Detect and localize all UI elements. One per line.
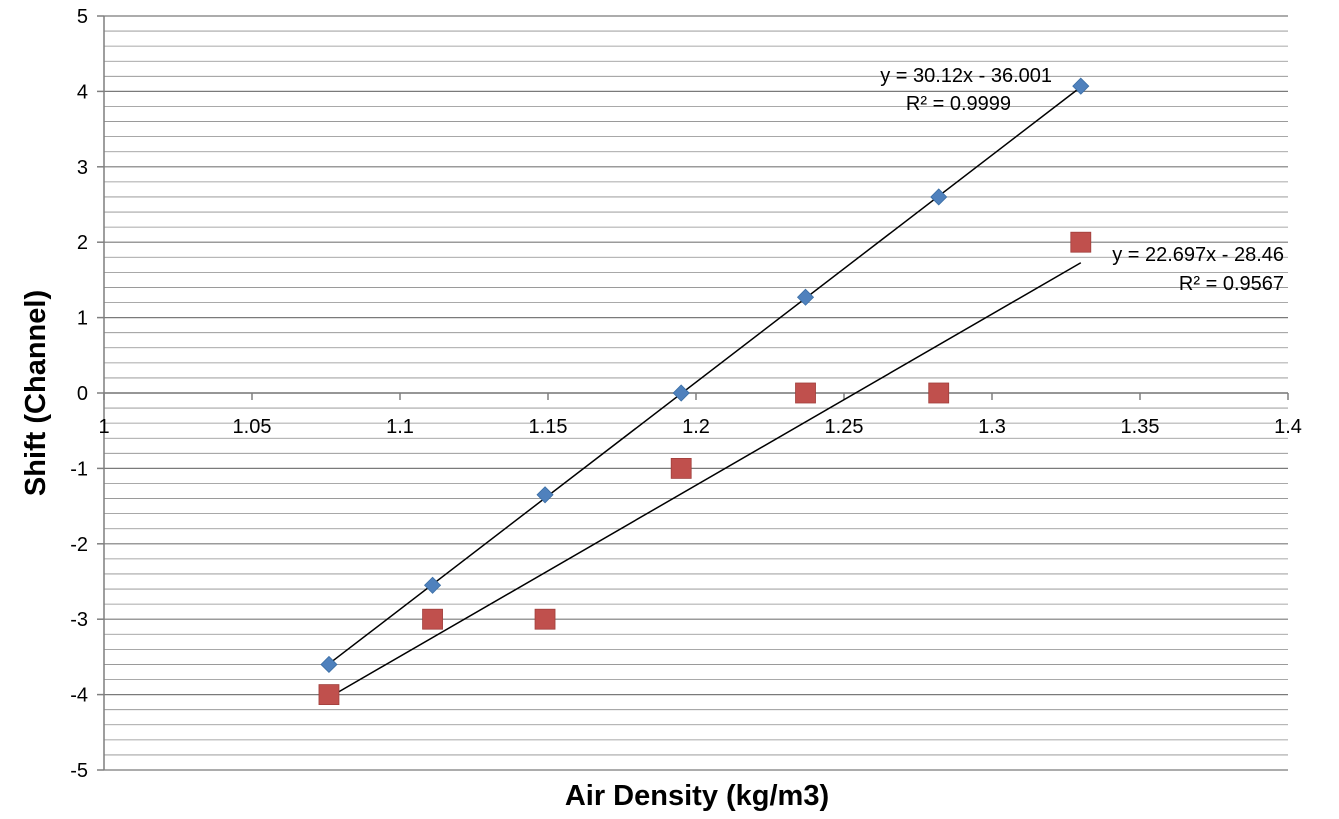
data-point-square xyxy=(795,382,816,404)
x-tick-label: 1.4 xyxy=(1274,416,1302,438)
trendline-series-1 xyxy=(328,86,1082,665)
y-tick-label: -5 xyxy=(70,760,88,782)
x-tick-label: 1.05 xyxy=(233,416,272,438)
trendline-series-2 xyxy=(328,262,1082,699)
trendlines xyxy=(328,86,1082,699)
x-tick-label: 1.15 xyxy=(529,416,568,438)
y-axis-title: Shift (Channel) xyxy=(20,290,52,496)
data-points xyxy=(318,77,1092,705)
data-point-diamond xyxy=(423,576,442,594)
data-point-diamond xyxy=(536,486,554,504)
y-tick-label: -4 xyxy=(70,685,88,707)
x-tick-label: 1.35 xyxy=(1121,416,1160,438)
trendline-r-squared-series-1: R² = 0.9999 xyxy=(906,93,1011,115)
data-point-square xyxy=(422,608,443,630)
y-tick-label: -2 xyxy=(70,534,88,556)
data-point-square xyxy=(670,457,692,479)
data-point-square xyxy=(534,608,556,630)
gridlines xyxy=(104,15,1288,771)
data-point-diamond xyxy=(930,188,948,206)
data-point-diamond xyxy=(796,288,815,306)
y-tick-label: 1 xyxy=(77,308,88,330)
data-point-square xyxy=(928,382,950,404)
data-point-diamond xyxy=(1072,77,1090,95)
y-tick-label: -3 xyxy=(70,609,88,631)
trendline-r-squared-series-2: R² = 0.9567 xyxy=(1179,273,1284,295)
x-tick-label: 1 xyxy=(98,416,109,438)
data-point-square xyxy=(1070,231,1092,253)
trendline-equation-series-1: y = 30.12x - 36.001 xyxy=(880,65,1052,87)
axes xyxy=(97,15,1289,771)
data-point-diamond xyxy=(320,655,338,674)
x-axis-title: Air Density (kg/m3) xyxy=(565,780,829,812)
y-tick-label: 3 xyxy=(77,157,88,179)
y-tick-label: 0 xyxy=(77,383,88,405)
data-point-square xyxy=(318,684,340,705)
trendline-equation-series-2: y = 22.697x - 28.46 xyxy=(1112,244,1284,266)
x-tick-label: 1.2 xyxy=(682,416,710,438)
x-tick-label: 1.25 xyxy=(825,416,864,438)
y-tick-label: 5 xyxy=(77,6,88,28)
y-tick-label: 2 xyxy=(77,232,88,254)
x-tick-label: 1.3 xyxy=(978,416,1006,438)
y-tick-label: -1 xyxy=(70,458,88,480)
y-tick-label: 4 xyxy=(77,81,88,103)
data-point-diamond xyxy=(672,384,690,402)
x-tick-label: 1.1 xyxy=(386,416,414,438)
